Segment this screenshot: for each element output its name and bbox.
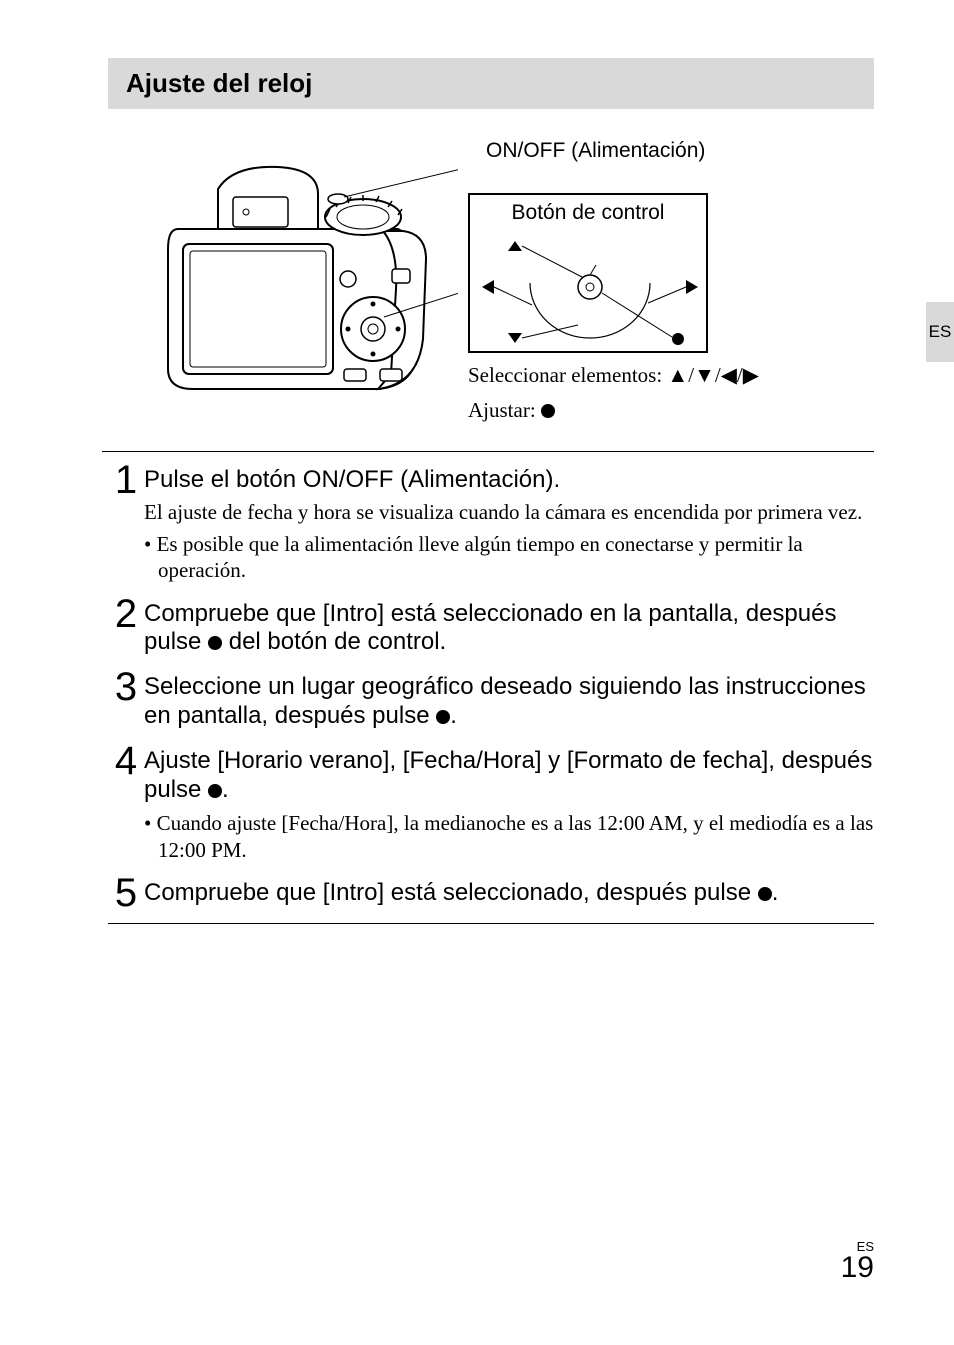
caption-adjust-text: Ajustar: — [468, 398, 541, 422]
dot-icon — [436, 710, 450, 724]
step-head: Ajuste [Horario verano], [Fecha/Hora] y … — [144, 747, 874, 805]
callout-column: ON/OFF (Alimentación) Botón de control — [468, 139, 874, 423]
step-head-b: . — [222, 776, 229, 803]
page-number: ES 19 — [841, 1240, 874, 1283]
diagram-area: ON/OFF (Alimentación) Botón de control — [108, 139, 874, 441]
step-bullet: • Es posible que la alimentación lleve a… — [144, 531, 874, 584]
triangle-down-icon: ▼ — [694, 364, 715, 387]
control-panel-title: Botón de control — [470, 201, 706, 225]
step-number: 5 — [108, 873, 144, 913]
step-1: 1 Pulse el botón ON/OFF (Alimentación). … — [108, 460, 874, 584]
dot-icon — [541, 404, 555, 418]
step-head-b: . — [772, 879, 779, 906]
step-head-a: Compruebe que [Intro] está seleccionado,… — [144, 879, 758, 906]
side-language-tab: ES — [926, 302, 954, 362]
section-title: Ajuste del reloj — [108, 58, 874, 109]
control-panel-svg — [470, 225, 710, 355]
step-head-a: Ajuste [Horario verano], [Fecha/Hora] y … — [144, 747, 872, 803]
step-number: 3 — [108, 667, 144, 707]
step-head: Compruebe que [Intro] está seleccionado,… — [144, 879, 874, 908]
step-head-a: Seleccione un lugar geográfico deseado s… — [144, 673, 866, 729]
camera-illustration — [148, 139, 458, 409]
step-number: 4 — [108, 741, 144, 781]
bullet-text: Cuando ajuste [Fecha/Hora], la medianoch… — [157, 811, 874, 861]
steps-list: 1 Pulse el botón ON/OFF (Alimentación). … — [108, 460, 874, 913]
triangle-right-icon: ▶ — [743, 364, 759, 387]
step-bullet: • Cuando ajuste [Fecha/Hora], la mediano… — [144, 810, 874, 863]
triangle-left-icon: ◀ — [721, 364, 737, 387]
caption-select: Seleccionar elementos: ▲/▼/◀/▶ — [468, 363, 874, 388]
step-head: Seleccione un lugar geográfico deseado s… — [144, 673, 874, 731]
step-head-b: . — [450, 702, 457, 729]
step-5: 5 Compruebe que [Intro] está seleccionad… — [108, 873, 874, 913]
bullet-text: Es posible que la alimentación lleve alg… — [157, 532, 803, 582]
camera-svg — [148, 139, 458, 409]
step-head: Compruebe que [Intro] está seleccionado … — [144, 600, 874, 658]
step-4: 4 Ajuste [Horario verano], [Fecha/Hora] … — [108, 741, 874, 863]
step-number: 1 — [108, 460, 144, 500]
divider-top — [102, 451, 874, 452]
step-desc: El ajuste de fecha y hora se visualiza c… — [144, 499, 874, 525]
triangle-up-icon: ▲ — [667, 364, 688, 387]
caption-select-prefix: Seleccionar elementos: — [468, 363, 667, 387]
dot-icon — [208, 636, 222, 650]
step-3: 3 Seleccione un lugar geográfico deseado… — [108, 667, 874, 731]
step-2: 2 Compruebe que [Intro] está seleccionad… — [108, 594, 874, 658]
caption-adjust: Ajustar: — [468, 398, 874, 423]
step-number: 2 — [108, 594, 144, 634]
page-digits: 19 — [841, 1251, 874, 1284]
onoff-label: ON/OFF (Alimentación) — [486, 139, 874, 163]
control-button-panel: Botón de control — [468, 193, 708, 353]
dot-icon — [208, 784, 222, 798]
step-head-b: del botón de control. — [222, 628, 446, 655]
divider-bottom — [108, 923, 874, 924]
dot-icon — [758, 887, 772, 901]
step-head: Pulse el botón ON/OFF (Alimentación). — [144, 466, 874, 495]
